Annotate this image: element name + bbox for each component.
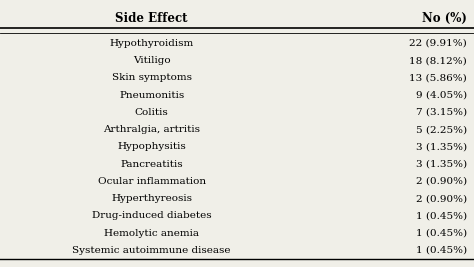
- Text: Systemic autoimmune disease: Systemic autoimmune disease: [73, 246, 231, 255]
- Text: 5 (2.25%): 5 (2.25%): [416, 125, 467, 134]
- Text: Side Effect: Side Effect: [116, 12, 188, 25]
- Text: Hypothyroidism: Hypothyroidism: [109, 39, 194, 48]
- Text: 1 (0.45%): 1 (0.45%): [416, 211, 467, 220]
- Text: 7 (3.15%): 7 (3.15%): [416, 108, 467, 117]
- Text: 22 (9.91%): 22 (9.91%): [409, 39, 467, 48]
- Text: Hemolytic anemia: Hemolytic anemia: [104, 229, 199, 238]
- Text: 1 (0.45%): 1 (0.45%): [416, 246, 467, 255]
- Text: 2 (0.90%): 2 (0.90%): [416, 194, 467, 203]
- Text: Arthralgia, artritis: Arthralgia, artritis: [103, 125, 200, 134]
- Text: 9 (4.05%): 9 (4.05%): [416, 91, 467, 100]
- Text: Hyperthyreosis: Hyperthyreosis: [111, 194, 192, 203]
- Text: Pancreatitis: Pancreatitis: [120, 160, 183, 168]
- Text: 18 (8.12%): 18 (8.12%): [409, 56, 467, 65]
- Text: 2 (0.90%): 2 (0.90%): [416, 177, 467, 186]
- Text: 3 (1.35%): 3 (1.35%): [416, 160, 467, 168]
- Text: Drug-induced diabetes: Drug-induced diabetes: [92, 211, 211, 220]
- Text: 3 (1.35%): 3 (1.35%): [416, 142, 467, 151]
- Text: Skin symptoms: Skin symptoms: [112, 73, 191, 82]
- Text: Pneumonitis: Pneumonitis: [119, 91, 184, 100]
- Text: Vitiligo: Vitiligo: [133, 56, 171, 65]
- Text: 13 (5.86%): 13 (5.86%): [409, 73, 467, 82]
- Text: No (%): No (%): [422, 12, 467, 25]
- Text: Ocular inflammation: Ocular inflammation: [98, 177, 206, 186]
- Text: Colitis: Colitis: [135, 108, 169, 117]
- Text: Hypophysitis: Hypophysitis: [117, 142, 186, 151]
- Text: 1 (0.45%): 1 (0.45%): [416, 229, 467, 238]
